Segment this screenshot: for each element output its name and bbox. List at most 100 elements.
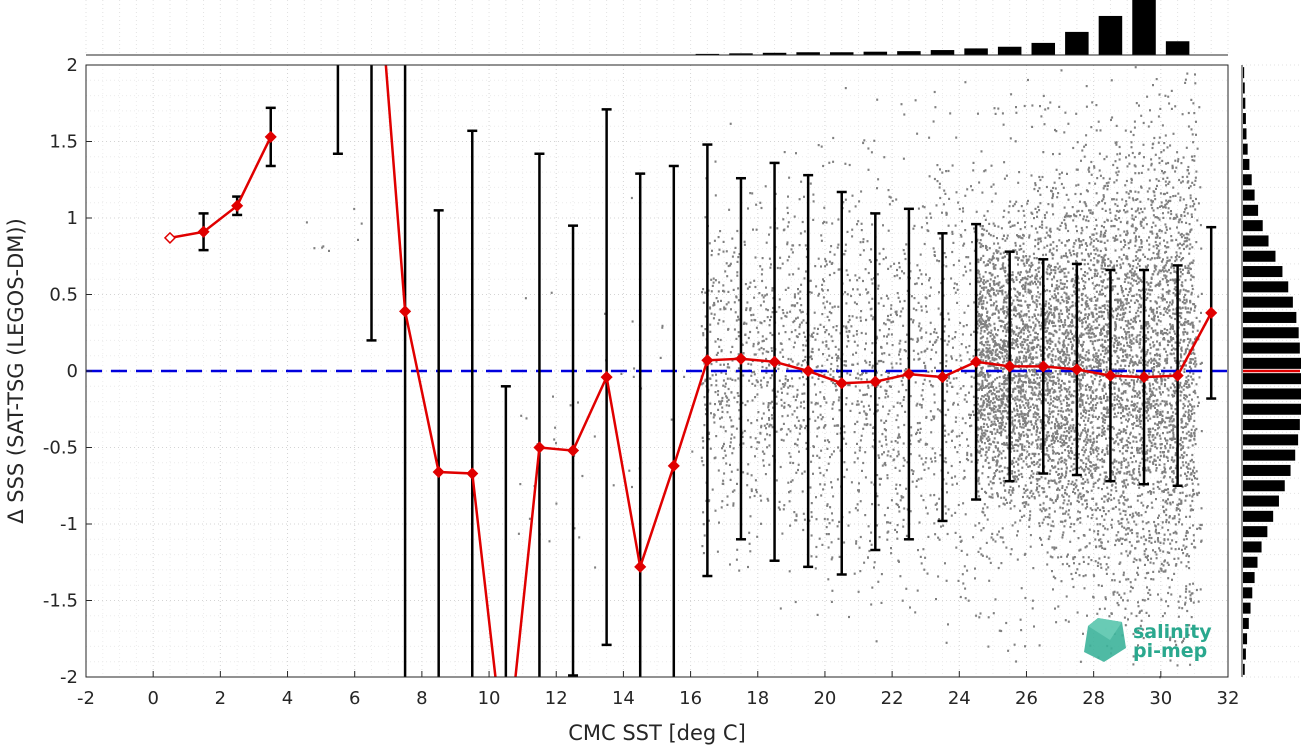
scatter-point	[821, 543, 824, 546]
scatter-point	[1103, 518, 1106, 521]
scatter-point	[802, 419, 805, 422]
scatter-point	[1076, 252, 1079, 255]
scatter-point	[826, 358, 829, 361]
scatter-point	[800, 304, 803, 307]
scatter-point	[1017, 360, 1020, 363]
scatter-point	[741, 435, 744, 438]
scatter-point	[1180, 181, 1183, 184]
scatter-point	[748, 531, 751, 534]
scatter-point	[991, 496, 994, 499]
scatter-point	[808, 291, 811, 294]
scatter-point	[1138, 334, 1141, 337]
scatter-point	[1146, 397, 1149, 400]
scatter-point	[1091, 508, 1094, 512]
scatter-point	[802, 349, 805, 352]
scatter-point	[904, 350, 907, 353]
scatter-point	[755, 491, 758, 494]
scatter-point	[795, 317, 797, 320]
scatter-point	[1156, 331, 1159, 335]
scatter-point	[791, 377, 793, 380]
scatter-point	[704, 315, 707, 318]
scatter-point	[780, 342, 783, 345]
scatter-point	[1164, 251, 1166, 254]
scatter-point	[989, 466, 992, 469]
scatter-point	[926, 443, 929, 446]
scatter-point	[1116, 191, 1119, 195]
scatter-point	[1014, 249, 1017, 252]
scatter-point	[944, 429, 947, 432]
scatter-point	[766, 422, 769, 426]
scatter-point	[805, 424, 808, 428]
scatter-point	[1187, 411, 1190, 414]
scatter-point	[879, 385, 882, 388]
scatter-point	[816, 365, 819, 368]
scatter-point	[1134, 210, 1137, 213]
scatter-point	[1114, 160, 1117, 163]
scatter-point	[1087, 459, 1090, 462]
scatter-point	[1171, 429, 1174, 432]
scatter-point	[935, 598, 937, 601]
scatter-point	[1015, 106, 1017, 109]
scatter-point	[1113, 475, 1116, 478]
scatter-point	[760, 426, 763, 429]
scatter-point	[762, 402, 765, 405]
scatter-point	[981, 441, 983, 444]
scatter-point	[1058, 152, 1061, 155]
scatter-point	[920, 309, 923, 312]
scatter-point	[1200, 311, 1202, 314]
scatter-point	[849, 373, 852, 376]
scatter-point	[934, 533, 937, 536]
scatter-point	[1124, 429, 1127, 432]
scatter-point	[754, 256, 757, 259]
scatter-point	[702, 440, 705, 443]
scatter-point	[928, 340, 931, 343]
scatter-point	[1080, 412, 1082, 415]
scatter-point	[1162, 149, 1165, 152]
scatter-point	[837, 399, 840, 402]
scatter-point	[727, 398, 730, 401]
scatter-point	[1105, 361, 1108, 364]
scatter-point	[847, 336, 849, 339]
scatter-point	[712, 416, 715, 419]
scatter-point	[937, 536, 940, 539]
scatter-point	[1068, 309, 1070, 312]
scatter-point	[1155, 78, 1158, 81]
scatter-point	[886, 381, 889, 384]
scatter-point	[1049, 227, 1052, 230]
scatter-point	[919, 555, 922, 558]
scatter-point	[1190, 352, 1193, 355]
scatter-point	[1154, 268, 1157, 271]
scatter-point	[932, 415, 935, 418]
scatter-point	[1126, 220, 1129, 223]
scatter-point	[1146, 361, 1149, 364]
scatter-point	[1014, 294, 1017, 297]
scatter-point	[851, 228, 854, 231]
scatter-point	[881, 453, 884, 456]
scatter-point	[1022, 338, 1025, 341]
scatter-point	[1026, 326, 1029, 329]
scatter-point	[822, 426, 825, 429]
scatter-point	[869, 308, 872, 311]
scatter-point	[1163, 533, 1166, 536]
scatter-point	[938, 497, 941, 500]
scatter-point	[818, 292, 821, 295]
scatter-point	[1104, 596, 1107, 599]
scatter-point	[1148, 382, 1151, 385]
scatter-point	[967, 444, 970, 447]
scatter-point	[1120, 438, 1123, 441]
right-histogram-bar	[1243, 495, 1279, 507]
scatter-point	[1124, 330, 1127, 333]
scatter-point	[745, 322, 748, 325]
scatter-point	[934, 460, 937, 463]
scatter-point	[1076, 168, 1079, 171]
scatter-point	[1103, 304, 1106, 307]
scatter-point	[1150, 203, 1153, 207]
scatter-point	[896, 455, 899, 458]
scatter-point	[1060, 295, 1063, 298]
scatter-point	[910, 469, 913, 472]
scatter-point	[903, 252, 906, 255]
scatter-point	[996, 367, 999, 370]
scatter-point	[1170, 404, 1173, 407]
scatter-point	[973, 376, 976, 379]
scatter-point	[856, 420, 859, 423]
